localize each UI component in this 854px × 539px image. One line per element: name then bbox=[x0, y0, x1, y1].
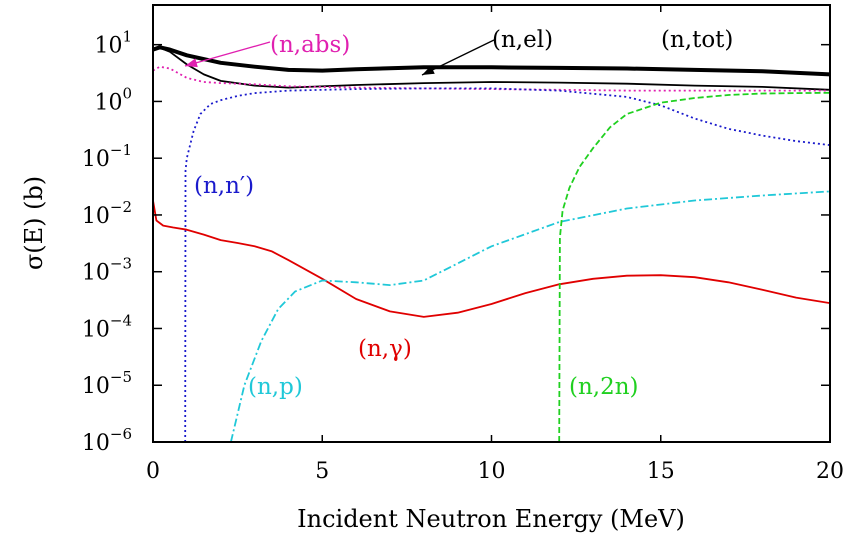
y-tick-base: 10 bbox=[94, 90, 122, 115]
series-line-n-tot-0 bbox=[153, 45, 830, 77]
series-line-n-el-1 bbox=[153, 46, 830, 91]
y-tick-exponent: −3 bbox=[110, 255, 132, 273]
annotation-arrowhead bbox=[185, 58, 198, 68]
y-tick-base: 10 bbox=[82, 147, 110, 172]
annotation-n-2n: (n,2n) bbox=[569, 374, 639, 400]
y-tick-base: 10 bbox=[82, 317, 110, 342]
x-tick-label: 10 bbox=[478, 459, 506, 484]
y-tick-label: 10−3 bbox=[82, 255, 132, 286]
series-line-n-n-3 bbox=[184, 87, 830, 442]
y-tick-exponent: −1 bbox=[110, 141, 132, 159]
annotation-n: (n,γ) bbox=[358, 336, 412, 362]
x-tick-label: 0 bbox=[146, 459, 160, 484]
y-tick-base: 10 bbox=[82, 374, 110, 399]
series-line-n-2n-6 bbox=[558, 91, 830, 442]
y-tick-exponent: −6 bbox=[110, 425, 132, 443]
y-tick-exponent: −5 bbox=[110, 368, 132, 386]
y-tick-exponent: 0 bbox=[122, 84, 132, 102]
series-layer bbox=[153, 45, 830, 442]
annotation-arrow-line bbox=[184, 41, 271, 67]
y-tick-label: 100 bbox=[94, 84, 132, 115]
annotation-arrowhead bbox=[422, 65, 435, 75]
x-tick-label: 5 bbox=[315, 459, 329, 484]
y-tick-label: 10−1 bbox=[82, 141, 132, 172]
annotation-n-n: (n,n′) bbox=[194, 173, 254, 199]
y-tick-base: 10 bbox=[82, 204, 110, 229]
y-tick-label: 10−5 bbox=[82, 368, 132, 399]
annotation-layer: (n,abs) (n,el) (n,tot) (n,n′) (n,γ) (n,p) (n,2… bbox=[184, 27, 733, 400]
annotation-n-abs: (n,abs) bbox=[270, 32, 350, 58]
series-line-n-p-5 bbox=[230, 190, 830, 442]
annotation-n-tot: (n,tot) bbox=[661, 27, 733, 53]
x-tick-label: 15 bbox=[647, 459, 675, 484]
y-tick-exponent: −4 bbox=[110, 311, 132, 329]
annotation-n-el: (n,el) bbox=[492, 27, 553, 53]
y-axis-label: σ(E) (b) bbox=[20, 176, 48, 270]
x-axis-label: Incident Neutron Energy (MeV) bbox=[297, 505, 685, 533]
y-tick-label: 101 bbox=[94, 28, 132, 59]
annotation-arrow-line bbox=[421, 39, 495, 76]
y-tick-exponent: −2 bbox=[110, 198, 132, 216]
y-tick-label: 10−4 bbox=[82, 311, 132, 342]
x-tick-label: 20 bbox=[816, 459, 844, 484]
y-tick-label: 10−6 bbox=[82, 425, 132, 456]
y-tick-base: 10 bbox=[82, 431, 110, 456]
y-tick-label: 10−2 bbox=[82, 198, 132, 229]
y-tick-exponent: 1 bbox=[122, 28, 132, 46]
series-line-n-4 bbox=[153, 200, 830, 318]
annotation-n-p: (n,p) bbox=[248, 374, 303, 400]
y-tick-base: 10 bbox=[94, 34, 122, 59]
y-tick-base: 10 bbox=[82, 261, 110, 286]
